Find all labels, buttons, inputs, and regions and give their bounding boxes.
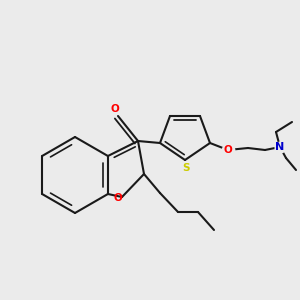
Point [226, 148, 230, 152]
Text: N: N [275, 142, 285, 152]
Point [278, 145, 282, 149]
Text: S: S [182, 163, 190, 173]
Text: O: O [114, 193, 122, 203]
Text: O: O [111, 104, 119, 114]
Text: O: O [224, 145, 232, 155]
